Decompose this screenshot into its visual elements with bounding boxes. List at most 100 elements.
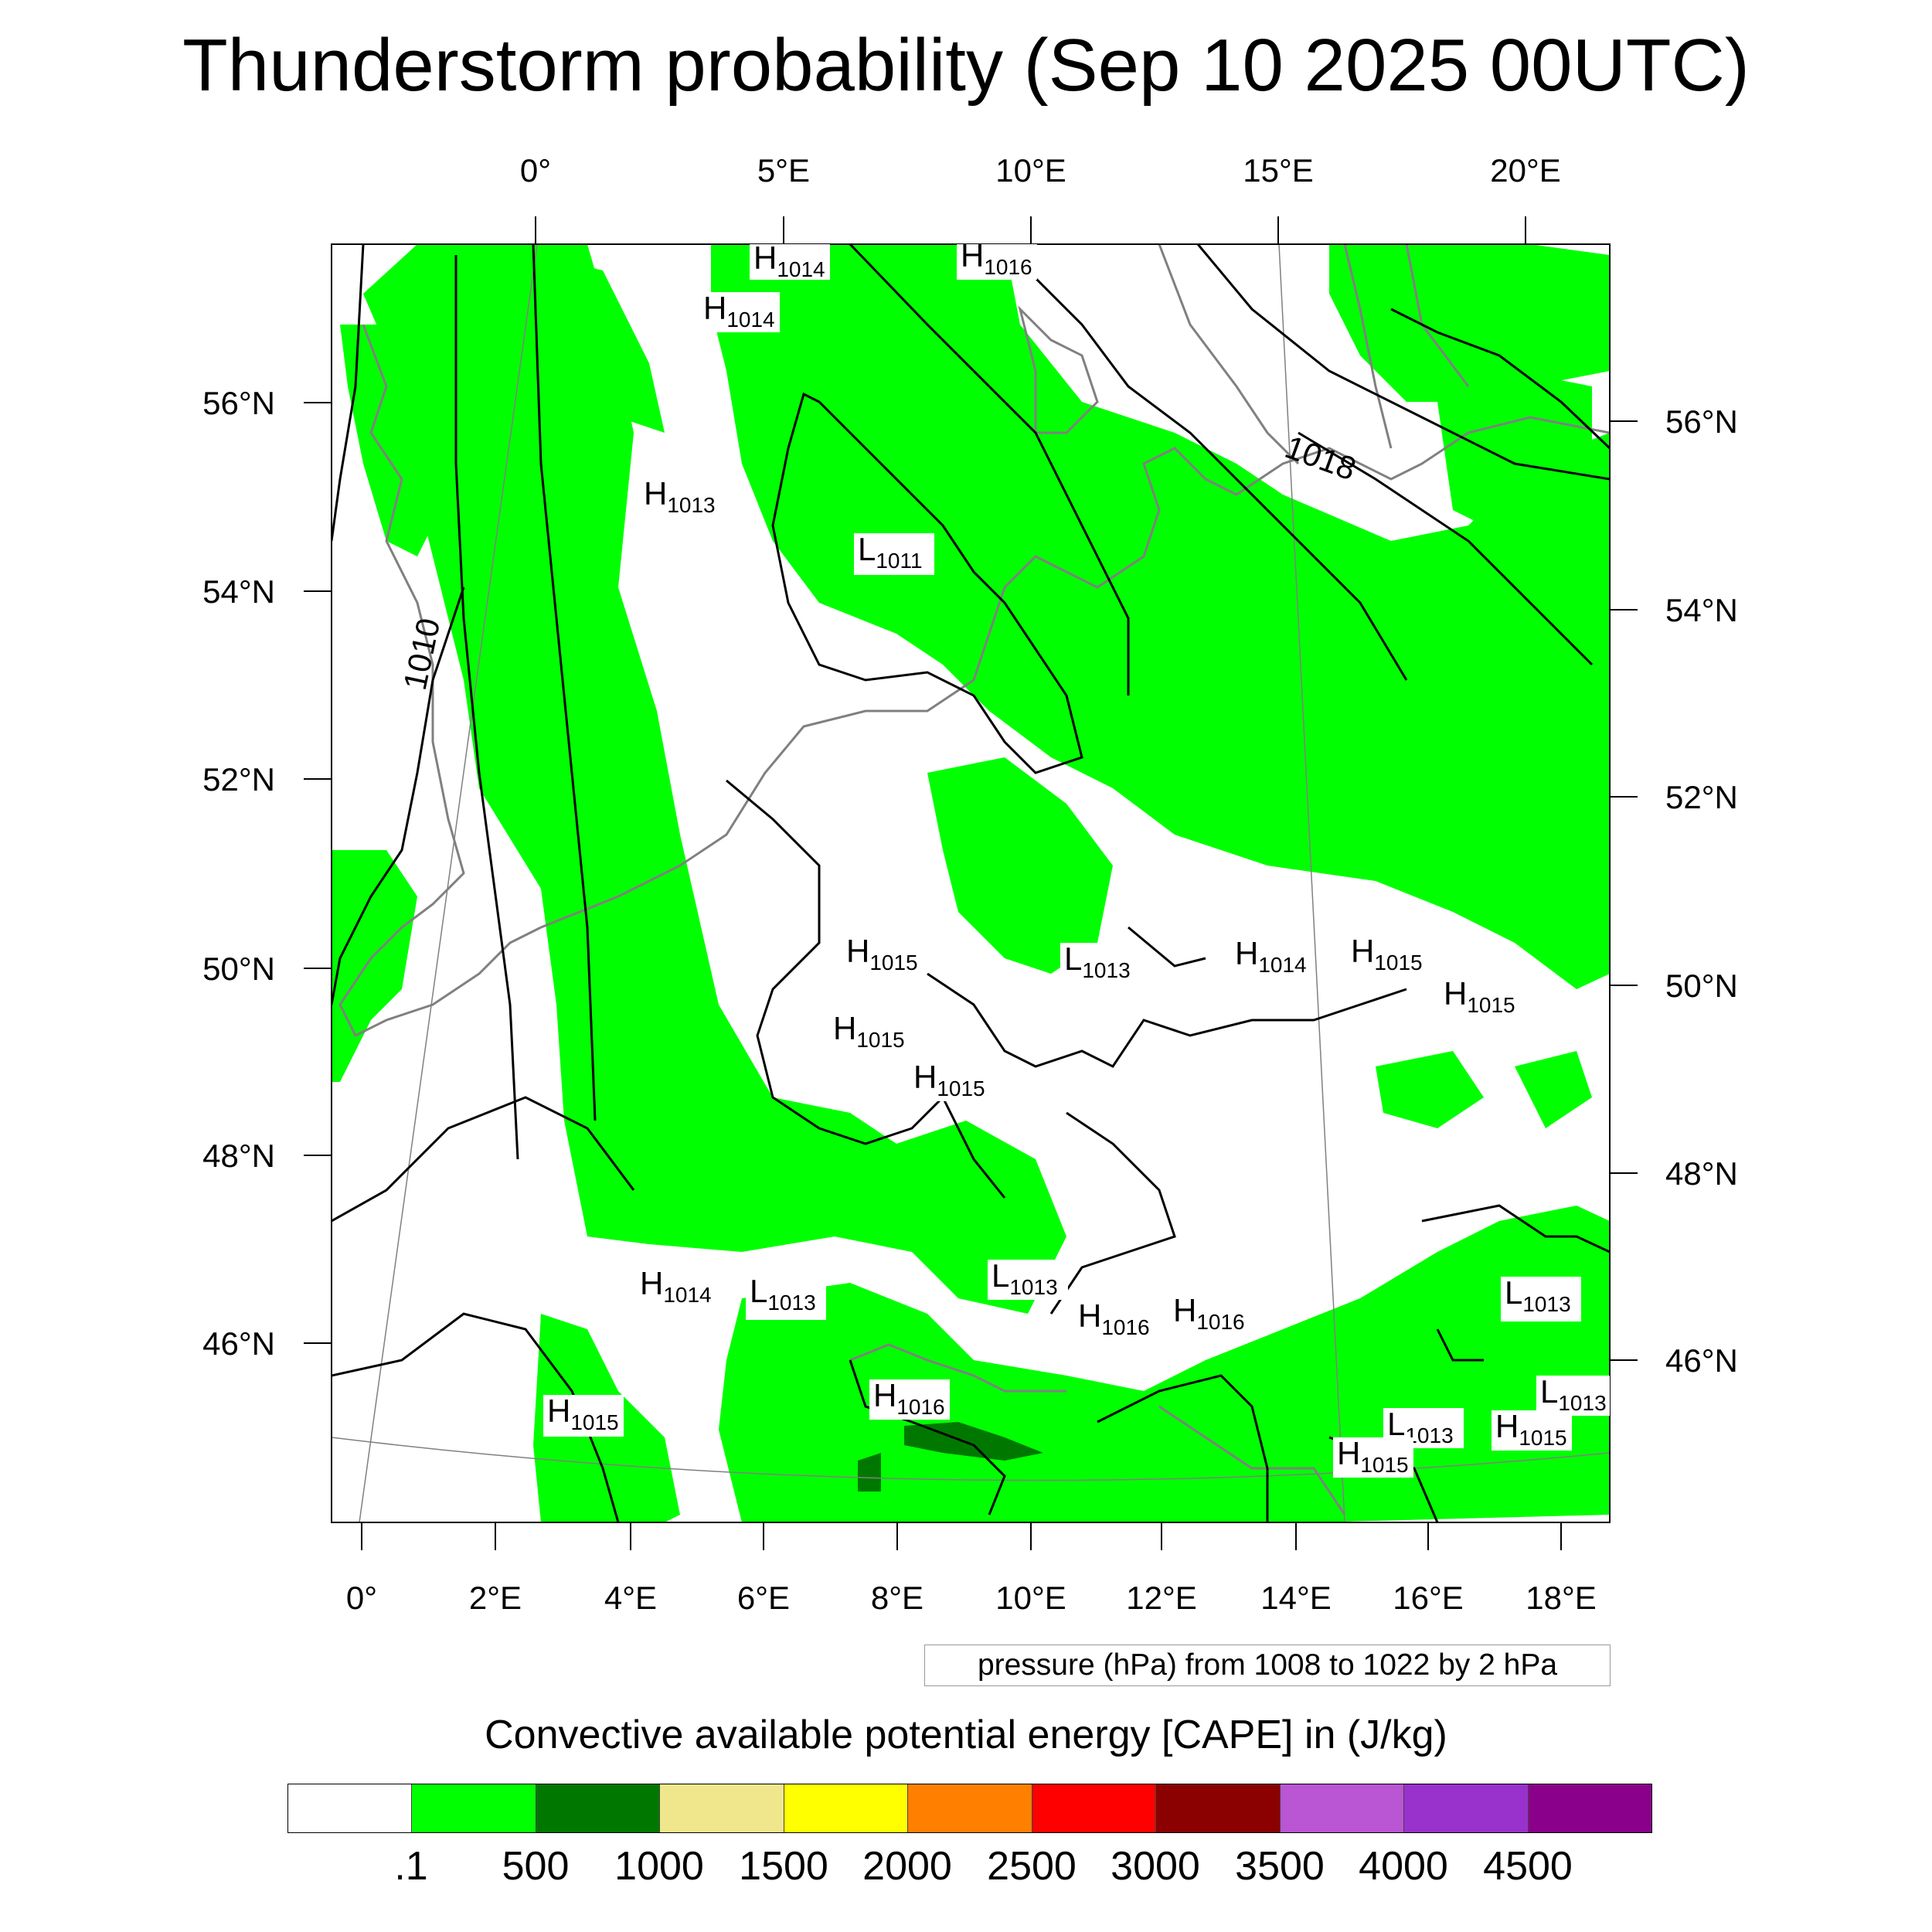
- svg-text:L1013: L1013: [1505, 1274, 1571, 1316]
- pressure-value: 1015: [856, 1028, 904, 1052]
- pressure-letter: H: [913, 1059, 937, 1095]
- pressure-center: H1015: [543, 1393, 624, 1437]
- svg-text:H1016: H1016: [873, 1377, 945, 1419]
- graticule: [332, 244, 1610, 1522]
- pressure-value: 1013: [1082, 958, 1130, 982]
- colorbar-label: 500: [502, 1844, 570, 1889]
- pressure-value: 1014: [663, 1283, 711, 1307]
- pressure-letter: L: [858, 531, 876, 567]
- top-lon-labels: 0° 5°E 10°E 15°E 20°E: [520, 152, 1561, 189]
- pressure-letter: H: [640, 1265, 663, 1301]
- pressure-center: H1016: [957, 244, 1037, 280]
- cape-field: [332, 244, 1610, 1522]
- bottom-lon-label: 18°E: [1526, 1580, 1597, 1616]
- right-lat-label: 56°N: [1665, 403, 1738, 440]
- pressure-letter: H: [1495, 1408, 1519, 1444]
- pressure-contour-note: pressure (hPa) from 1008 to 1022 by 2 hP…: [924, 1645, 1611, 1686]
- colorbar-swatch: [783, 1784, 908, 1832]
- pressure-letter: L: [992, 1257, 1009, 1294]
- svg-text:H1014: H1014: [753, 240, 825, 281]
- colorbar-title: Convective available potential energy [C…: [485, 1713, 1447, 1757]
- colorbar-swatch: [535, 1784, 660, 1832]
- colorbar-swatch: [1279, 1784, 1404, 1832]
- pressure-center: H1016: [1074, 1298, 1155, 1340]
- svg-text:L1013: L1013: [1540, 1373, 1607, 1415]
- top-lon-label: 5°E: [757, 152, 810, 189]
- cape-area-alps-high-2: [858, 1453, 881, 1492]
- pressure-value: 1011: [876, 549, 922, 573]
- bottom-lon-label: 8°E: [871, 1580, 923, 1616]
- pressure-center: H1016: [1169, 1292, 1250, 1335]
- isobars: [332, 244, 1610, 1522]
- pressure-value: 1014: [777, 257, 825, 281]
- svg-text:H1015: H1015: [846, 933, 918, 975]
- cape-area-central: [927, 757, 1113, 974]
- bottom-lon-label: 10°E: [995, 1580, 1066, 1616]
- top-lon-label: 15°E: [1243, 152, 1314, 189]
- colorbar-label: 1000: [614, 1844, 704, 1889]
- pressure-value: 1015: [937, 1077, 985, 1100]
- colorbar-label: 4000: [1359, 1844, 1448, 1889]
- pressure-center: H1015: [1492, 1408, 1572, 1451]
- bottom-lon-label: 16°E: [1393, 1580, 1464, 1616]
- pressure-center: H1015: [1440, 975, 1520, 1018]
- axis-ticks: [304, 216, 1638, 1550]
- left-lat-label: 46°N: [202, 1325, 275, 1362]
- pressure-value: 1014: [1258, 953, 1306, 977]
- left-lat-label: 52°N: [202, 761, 275, 798]
- pressure-value: 1015: [1374, 951, 1422, 975]
- left-lat-labels: 56°N 54°N 52°N 50°N 48°N 46°N: [202, 385, 275, 1362]
- pressure-value: 1015: [570, 1410, 618, 1434]
- left-lat-label: 50°N: [202, 951, 275, 987]
- bottom-lon-label: 12°E: [1126, 1580, 1197, 1616]
- bottom-lon-label: 4°E: [604, 1580, 657, 1616]
- cape-area-northeast: [1329, 244, 1610, 402]
- svg-text:L1013: L1013: [992, 1257, 1058, 1299]
- svg-text:H1015: H1015: [913, 1059, 985, 1100]
- isobar-label: 1018: [1281, 428, 1361, 487]
- pressure-center: H1014: [699, 290, 780, 332]
- svg-text:H1015: H1015: [1351, 933, 1423, 975]
- cape-area-east-patch: [1376, 1051, 1484, 1128]
- right-lat-label: 46°N: [1665, 1342, 1738, 1379]
- pressure-value: 1015: [869, 951, 917, 975]
- pressure-letter: H: [846, 933, 869, 969]
- pressure-value: 1016: [896, 1395, 944, 1419]
- colorbar-label: .1: [394, 1844, 428, 1889]
- colorbar-swatch: [659, 1784, 784, 1832]
- pressure-centers: H1014 H1016 H1014 H1013 L1011 H1015 L101…: [543, 240, 1610, 1478]
- pressure-center: H1015: [910, 1059, 990, 1101]
- colorbar-swatch: [907, 1784, 1032, 1832]
- pressure-value: 1015: [1467, 993, 1515, 1017]
- pressure-value: 1014: [726, 308, 774, 332]
- top-lon-label: 10°E: [995, 152, 1066, 189]
- cape-area-north: [711, 244, 1610, 989]
- pressure-letter: H: [703, 290, 726, 326]
- cape-area-carpathian: [1515, 1051, 1592, 1128]
- pressure-letter: H: [1078, 1298, 1101, 1334]
- pressure-center: H1015: [842, 933, 923, 975]
- coastlines: [338, 244, 1610, 1515]
- cape-area-uk: [340, 325, 448, 556]
- pressure-letter: H: [1173, 1292, 1196, 1328]
- svg-text:H1013: H1013: [644, 475, 716, 517]
- svg-text:H1015: H1015: [547, 1393, 619, 1434]
- top-lon-label: 0°: [520, 152, 551, 189]
- pressure-center: H1014: [1231, 935, 1311, 978]
- pressure-center: H1015: [1347, 933, 1427, 975]
- pressure-letter: L: [1540, 1373, 1558, 1410]
- pressure-letter: H: [1235, 935, 1258, 971]
- right-lat-label: 50°N: [1665, 968, 1738, 1004]
- bottom-lon-label: 14°E: [1260, 1580, 1332, 1616]
- top-lon-label: 20°E: [1490, 152, 1561, 189]
- pressure-letter: H: [833, 1010, 856, 1046]
- colorbar-labels: .1 500 1000 1500 2000 2500 3000 3500 400…: [0, 1843, 1932, 1897]
- isobar-label: 1010: [396, 615, 447, 693]
- pressure-letter: L: [750, 1273, 767, 1309]
- pressure-value: 1016: [1101, 1315, 1149, 1339]
- bottom-lon-label: 2°E: [469, 1580, 522, 1616]
- pressure-center: L1013: [1536, 1373, 1610, 1416]
- colorbar-label: 3000: [1111, 1844, 1200, 1889]
- pressure-letter: H: [547, 1393, 570, 1429]
